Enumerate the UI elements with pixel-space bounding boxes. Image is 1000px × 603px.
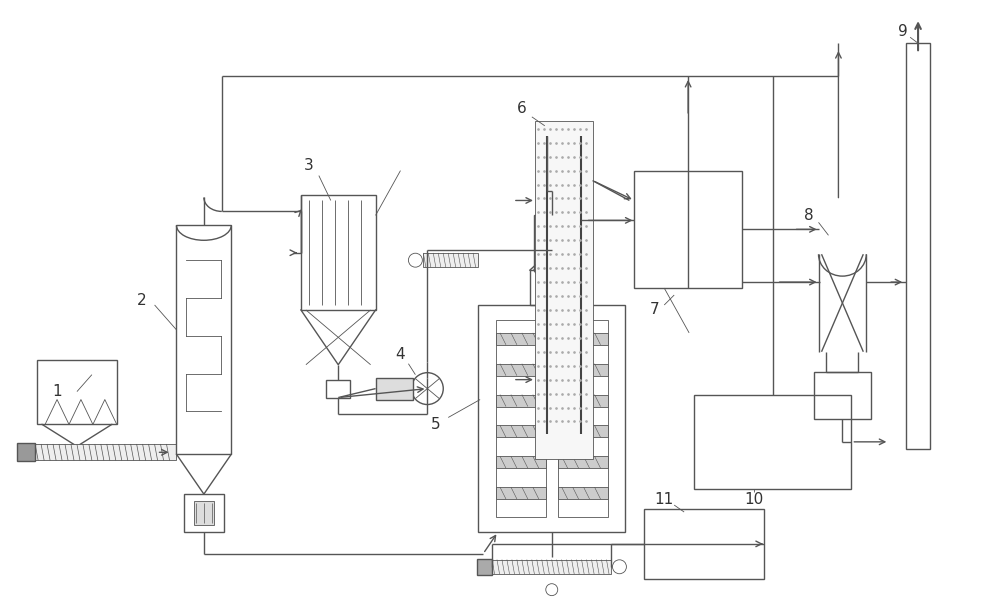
Bar xyxy=(535,121,593,459)
Bar xyxy=(694,394,851,489)
Bar xyxy=(496,394,546,406)
Bar xyxy=(301,195,376,310)
Bar xyxy=(558,394,608,406)
Bar xyxy=(477,559,492,575)
Bar xyxy=(17,443,35,461)
Text: 10: 10 xyxy=(744,491,763,507)
Bar xyxy=(558,364,608,376)
Text: 9: 9 xyxy=(898,24,908,39)
Text: 3: 3 xyxy=(304,158,314,173)
Bar xyxy=(496,333,546,345)
Text: 11: 11 xyxy=(655,491,674,507)
Text: 8: 8 xyxy=(804,208,813,223)
Bar xyxy=(326,380,350,397)
Bar xyxy=(558,320,608,517)
Bar xyxy=(634,171,742,288)
Bar xyxy=(534,215,570,270)
Bar xyxy=(558,426,608,437)
Bar xyxy=(496,320,546,517)
Bar xyxy=(496,487,546,499)
Bar xyxy=(376,377,413,400)
Bar xyxy=(558,487,608,499)
Bar xyxy=(194,501,214,525)
Bar xyxy=(496,364,546,376)
Bar xyxy=(644,509,764,579)
Bar xyxy=(558,456,608,468)
Bar xyxy=(176,226,231,454)
Bar xyxy=(184,494,224,532)
Bar xyxy=(814,371,871,420)
Bar xyxy=(906,43,930,449)
Bar xyxy=(478,305,625,532)
Bar xyxy=(35,444,176,460)
Text: 7: 7 xyxy=(649,303,659,317)
Bar xyxy=(37,360,117,425)
Text: 4: 4 xyxy=(396,347,405,362)
Bar xyxy=(496,456,546,468)
Bar xyxy=(423,253,478,267)
Bar xyxy=(496,426,546,437)
Bar xyxy=(492,560,611,573)
Text: 2: 2 xyxy=(137,292,146,308)
Text: 5: 5 xyxy=(430,417,440,432)
Text: 6: 6 xyxy=(517,101,527,116)
Bar xyxy=(530,270,574,305)
Text: 1: 1 xyxy=(52,384,62,399)
Bar xyxy=(558,333,608,345)
